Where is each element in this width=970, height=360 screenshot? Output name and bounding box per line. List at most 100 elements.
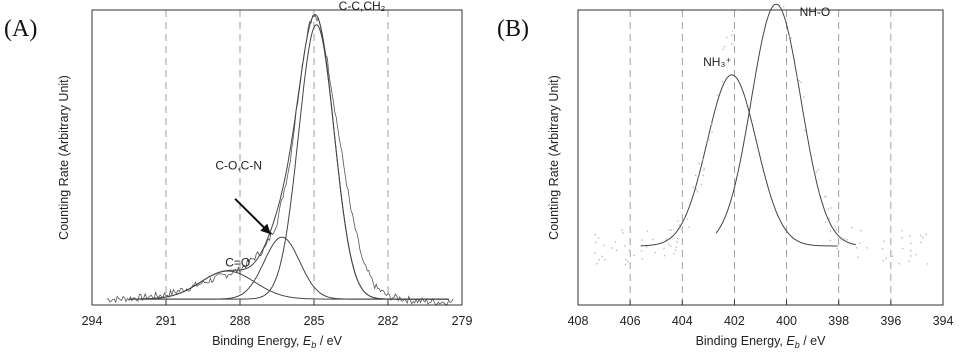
x-tick-label: 291 [156,314,177,328]
raw-data-dot [910,255,912,257]
x-tick-label: 279 [452,314,473,328]
raw-data-dot [623,245,626,247]
x-tick-label: 398 [828,314,849,328]
x-tick-label: 404 [672,314,693,328]
raw-data-dot [652,238,654,241]
x-tick-label: 282 [378,314,399,328]
raw-data-dot [645,246,648,248]
raw-data-dot [654,251,657,254]
raw-data-dot [675,246,677,248]
raw-data-dot [694,174,697,177]
raw-data-dot [859,242,861,244]
raw-data-dot [594,241,597,244]
raw-data-dot [901,230,903,232]
raw-data-dot [922,236,924,239]
raw-data-dot [686,218,689,220]
raw-data-dot [711,123,713,125]
raw-data-dot [663,254,666,257]
raw-data-dot [615,249,618,252]
raw-data-dot [611,247,613,249]
raw-data-dot [688,226,690,228]
raw-data-dot [815,171,818,173]
plot-frame [577,9,944,306]
raw-data-dot [677,220,679,222]
x-tick-label: 288 [230,314,251,328]
raw-data-dot [910,242,912,245]
raw-data-dot [824,195,826,198]
panel-label: (B) [497,16,529,42]
raw-data-dot [598,259,600,261]
raw-data-dot [901,237,903,239]
raw-data-dot [641,258,644,260]
raw-data-dot [846,238,849,241]
raw-data-dot [925,233,928,236]
raw-data-dot [628,249,631,251]
fitted-peak-line [715,3,856,246]
raw-data-dot [926,263,929,265]
raw-data-dot [731,34,733,36]
peak-annotation: NH₃⁺ [703,55,732,69]
raw-data-dot [679,227,681,230]
raw-data-dot [692,186,694,188]
x-tick-label: 394 [933,314,954,328]
raw-data-dot [624,258,627,261]
raw-data-dot [668,243,670,246]
raw-data-dot [698,162,701,165]
x-axis-label: Binding Energy, Eb / eV [696,334,827,350]
raw-data-dot [882,259,884,262]
raw-data-dot [836,221,839,223]
raw-data-dot [829,230,832,233]
raw-data-dot [707,139,709,141]
peak-annotation: C-O,C-N [215,158,262,172]
raw-data-dot [782,5,785,8]
raw-data-dot [830,207,832,209]
raw-data-dot [835,228,837,231]
raw-data-dot [857,256,859,258]
raw-data-dot [673,253,675,255]
raw-data-dot [883,240,885,242]
raw-data-dot [674,249,677,251]
raw-data-dot [678,224,681,226]
raw-data-dot [908,260,910,262]
raw-data-dot [696,190,699,193]
raw-data-dot [669,245,672,247]
raw-data-dot [902,247,904,250]
x-tick-label: 396 [880,314,901,328]
raw-data-dot [856,247,858,249]
x-tick-label: 408 [568,314,589,328]
raw-data-dot [646,230,649,233]
x-tick-label: 285 [304,314,325,328]
raw-data-dot [711,131,713,133]
raw-data-dot [594,233,597,236]
raw-data-dot [717,94,719,96]
raw-data-dot [796,76,799,78]
raw-data-dot [703,169,705,171]
y-axis-label: Counting Rate (Arbitrary Unit) [57,75,71,240]
panel-label: (A) [4,16,37,42]
raw-data-dot [697,176,699,179]
raw-data-dot [828,217,830,220]
raw-data-dot [860,229,862,232]
raw-data-dot [695,188,697,191]
raw-data-dot [614,241,617,243]
raw-data-dot [601,255,603,258]
raw-data-dot [836,247,839,250]
raw-data-dot [841,237,844,240]
fitted-peak-line [129,24,449,300]
raw-data-dot [909,235,911,237]
raw-data-dot [885,257,887,260]
raw-data-dot [919,234,922,237]
raw-data-dot [737,8,740,11]
raw-data-dot [626,260,629,262]
fit-envelope-line [129,14,449,300]
peak-annotation: C=O [225,256,250,270]
raw-data-dot [881,248,884,250]
raw-data-dot [640,250,643,252]
raw-data-dot [798,79,801,82]
raw-data-dot [829,239,832,242]
raw-data-dot [817,192,820,194]
raw-data-dot [604,259,606,261]
raw-data-dot [594,252,596,254]
raw-data-dot [814,171,816,173]
